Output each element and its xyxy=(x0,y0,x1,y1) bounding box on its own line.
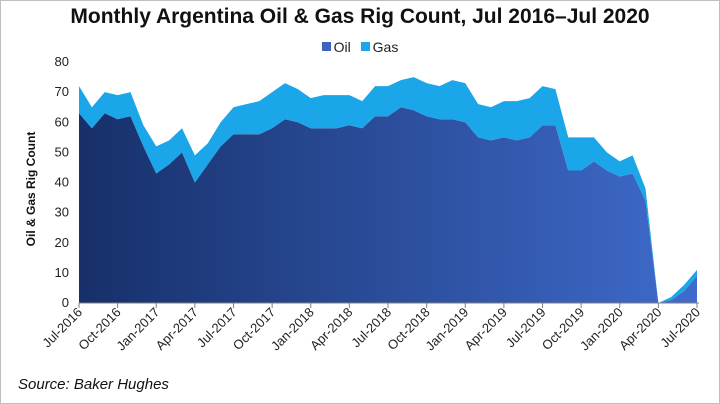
oil-area xyxy=(79,107,697,303)
legend-swatch-oil xyxy=(321,42,331,51)
legend-item-oil: Oil xyxy=(321,38,351,55)
y-tick-label: 80 xyxy=(55,54,69,69)
y-tick-label: 50 xyxy=(55,144,69,159)
gas-area xyxy=(79,77,697,303)
y-tick-label: 70 xyxy=(55,84,69,99)
y-tick-label: 40 xyxy=(55,175,69,190)
y-tick-label: 10 xyxy=(55,265,69,280)
y-tick-label: 60 xyxy=(55,114,69,129)
legend: Oil Gas xyxy=(0,38,720,55)
legend-label-gas: Gas xyxy=(372,38,399,55)
x-tick-label: Apr-2018 xyxy=(307,305,355,353)
y-tick-label: 30 xyxy=(55,205,69,220)
legend-item-gas: Gas xyxy=(360,38,399,55)
x-tick-label: Apr-2017 xyxy=(153,305,201,353)
y-tick-label: 20 xyxy=(55,235,69,250)
legend-label-oil: Oil xyxy=(333,38,351,55)
legend-swatch-gas xyxy=(360,42,370,51)
source-note: Source: Baker Hughes xyxy=(18,376,169,393)
chart-title: Monthly Argentina Oil & Gas Rig Count, J… xyxy=(70,5,650,28)
x-tick-label: Apr-2020 xyxy=(616,305,664,353)
x-tick-label: Jul-2020 xyxy=(657,305,703,351)
x-tick-label: Apr-2019 xyxy=(462,305,510,353)
y-tick-label: 0 xyxy=(62,295,69,310)
